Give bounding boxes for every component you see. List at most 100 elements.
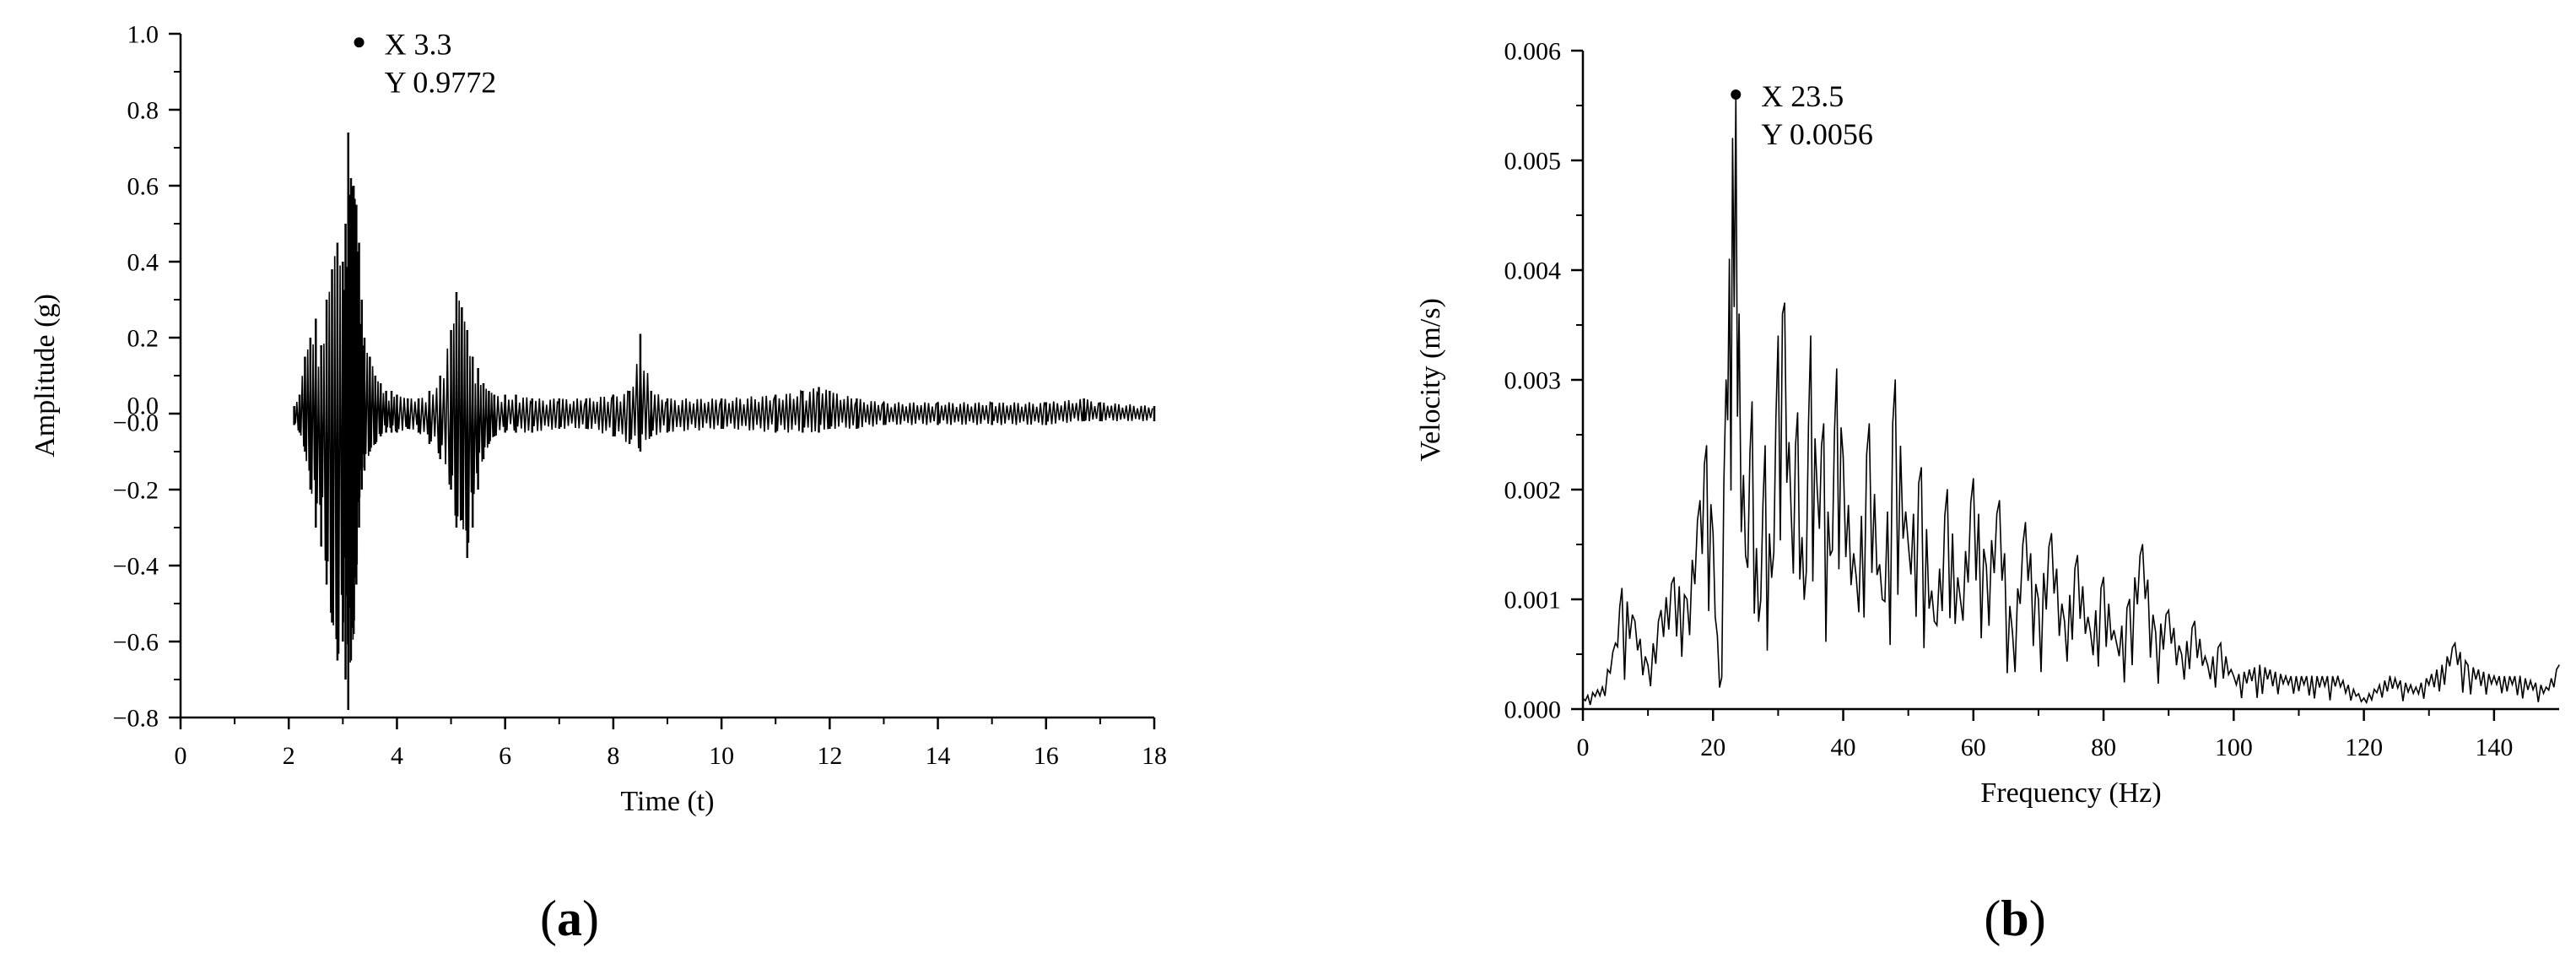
x-tick-label: 4 — [391, 742, 403, 770]
spectrum-point — [1738, 313, 1740, 315]
spectrum-point — [2038, 598, 2039, 600]
spectrum-point — [1823, 423, 1825, 425]
spectrum-point — [1719, 686, 1720, 688]
peak-x-label: X 3.3 — [385, 27, 452, 61]
spectrum-point — [1810, 335, 1812, 337]
spectrum-point — [1770, 577, 1773, 578]
spectrum-point — [1712, 533, 1715, 534]
x-tick-label: 20 — [1700, 734, 1725, 761]
y-tick-label: 0.8 — [127, 97, 159, 125]
y-tick-label: 0.000 — [1504, 696, 1562, 724]
spectrum-point — [2063, 620, 2066, 622]
spectrum-point — [1973, 478, 1974, 479]
y-tick-label: 1.0 — [127, 21, 159, 49]
spectrum-point — [1764, 445, 1766, 447]
spectrum-point — [2129, 598, 2130, 600]
spectrum-point — [1731, 138, 1734, 139]
x-tick-label: 0 — [1577, 734, 1590, 761]
spectrum-point — [1621, 588, 1623, 589]
spectrum-point — [2206, 664, 2209, 666]
spectrum-point — [1920, 467, 1922, 468]
spectrum-point — [1842, 456, 1844, 458]
series-line — [293, 186, 1153, 663]
spectrum-point — [2389, 675, 2391, 677]
panel-b-chart: 0 20 40 60 80 100 120 140 0.000 0.001 0.002 0.003 0.… — [1415, 38, 2560, 809]
y-tick-label: 0.002 — [1504, 477, 1562, 505]
y-tick-label: 0.4 — [127, 249, 159, 277]
spectrum-point — [1660, 609, 1662, 611]
spectrum-point — [2558, 664, 2560, 666]
x-tick-label: 16 — [1034, 742, 1059, 770]
spectrum-point — [2467, 664, 2469, 666]
x-axis-title: Time (t) — [620, 786, 714, 817]
peak-x-label: X 23.5 — [1761, 79, 1844, 113]
y-tick-label: 0.004 — [1504, 257, 1562, 285]
y-axis-title: Velocity (m/s) — [1415, 298, 1446, 462]
spectrum-point — [1601, 686, 1603, 688]
x-tick-label: 140 — [2475, 734, 2513, 761]
series-waveform — [293, 133, 1156, 710]
spectrum-point — [1933, 620, 1936, 622]
spectrum-point — [1758, 620, 1760, 622]
x-axis-title: Frequency (Hz) — [1980, 777, 2161, 809]
spectrum-point — [2311, 675, 2313, 677]
x-tick-label: 10 — [709, 742, 734, 770]
panel-a-label: (a) — [540, 891, 599, 946]
x-tick-label: 120 — [2345, 734, 2383, 761]
x-tick-label: 100 — [2215, 734, 2253, 761]
spectrum-point — [2415, 686, 2417, 688]
spectrum-point — [1998, 500, 2001, 501]
y-tick-label: −0.4 — [113, 553, 159, 581]
y-tick-label: 0.2 — [127, 325, 159, 353]
spectrum-point — [1796, 412, 1799, 414]
spectrum-point — [1829, 555, 1831, 556]
spectrum-point — [1868, 423, 1871, 425]
spectrum-point — [1686, 598, 1688, 600]
spectrum-point — [2115, 642, 2118, 644]
y-tick-label: 0.006 — [1504, 38, 1562, 66]
spectrum-point — [1582, 697, 1584, 699]
spectrum-point — [1790, 511, 1792, 512]
spectrum-point — [2012, 631, 2013, 633]
spectrum-point — [2519, 675, 2521, 677]
spectrum-point — [2285, 675, 2287, 677]
x-tick-label: 8 — [607, 742, 619, 770]
spectrum-point — [1705, 445, 1708, 447]
spectrum-point — [1745, 555, 1747, 556]
x-tick-label: 2 — [283, 742, 295, 770]
spectrum-point — [1985, 566, 1988, 567]
spectrum-point — [1699, 500, 1701, 501]
panel-a-chart: 0 2 4 6 8 10 12 14 16 18 −0.8 −0.6 −0.4 −0.2 −0.00.0 0.… — [30, 21, 1167, 818]
spectrum-point — [1894, 379, 1897, 381]
x-tick-label: 0 — [175, 742, 187, 770]
x-tick-label: 80 — [2091, 734, 2116, 761]
spectrum-point — [1816, 489, 1818, 490]
spectrum-point — [1947, 489, 1948, 490]
series-line — [1582, 94, 2560, 706]
y-tick-label: 0.003 — [1504, 367, 1562, 395]
spectrum-point — [1784, 302, 1785, 304]
spectrum-point — [1959, 598, 1962, 600]
spectrum-point — [1836, 368, 1838, 370]
spectrum-point — [1725, 379, 1727, 381]
spectrum-point — [1728, 258, 1731, 260]
spectrum-point — [2103, 577, 2104, 578]
spectrum-point — [2493, 675, 2495, 677]
spectrum-point — [2076, 555, 2079, 556]
x-tick-label: 6 — [499, 742, 511, 770]
spectrum-point — [2363, 697, 2365, 699]
spectrum-point — [2089, 631, 2092, 633]
spectrum-point — [1673, 577, 1675, 578]
y-axis-title: Amplitude (g) — [30, 294, 61, 458]
series-spectrum — [1582, 94, 2560, 706]
y-tick-label: 0.001 — [1504, 587, 1562, 615]
y-tick-label: −0.0 — [113, 409, 159, 437]
spectrum-point — [2233, 675, 2235, 677]
spectrum-point — [1803, 598, 1806, 600]
y-tick-label: −0.8 — [113, 705, 159, 733]
y-tick-label: 0.6 — [127, 173, 159, 201]
spectrum-point — [1647, 664, 1649, 666]
spectrum-point — [2441, 664, 2443, 666]
spectrum-point — [2545, 686, 2547, 688]
